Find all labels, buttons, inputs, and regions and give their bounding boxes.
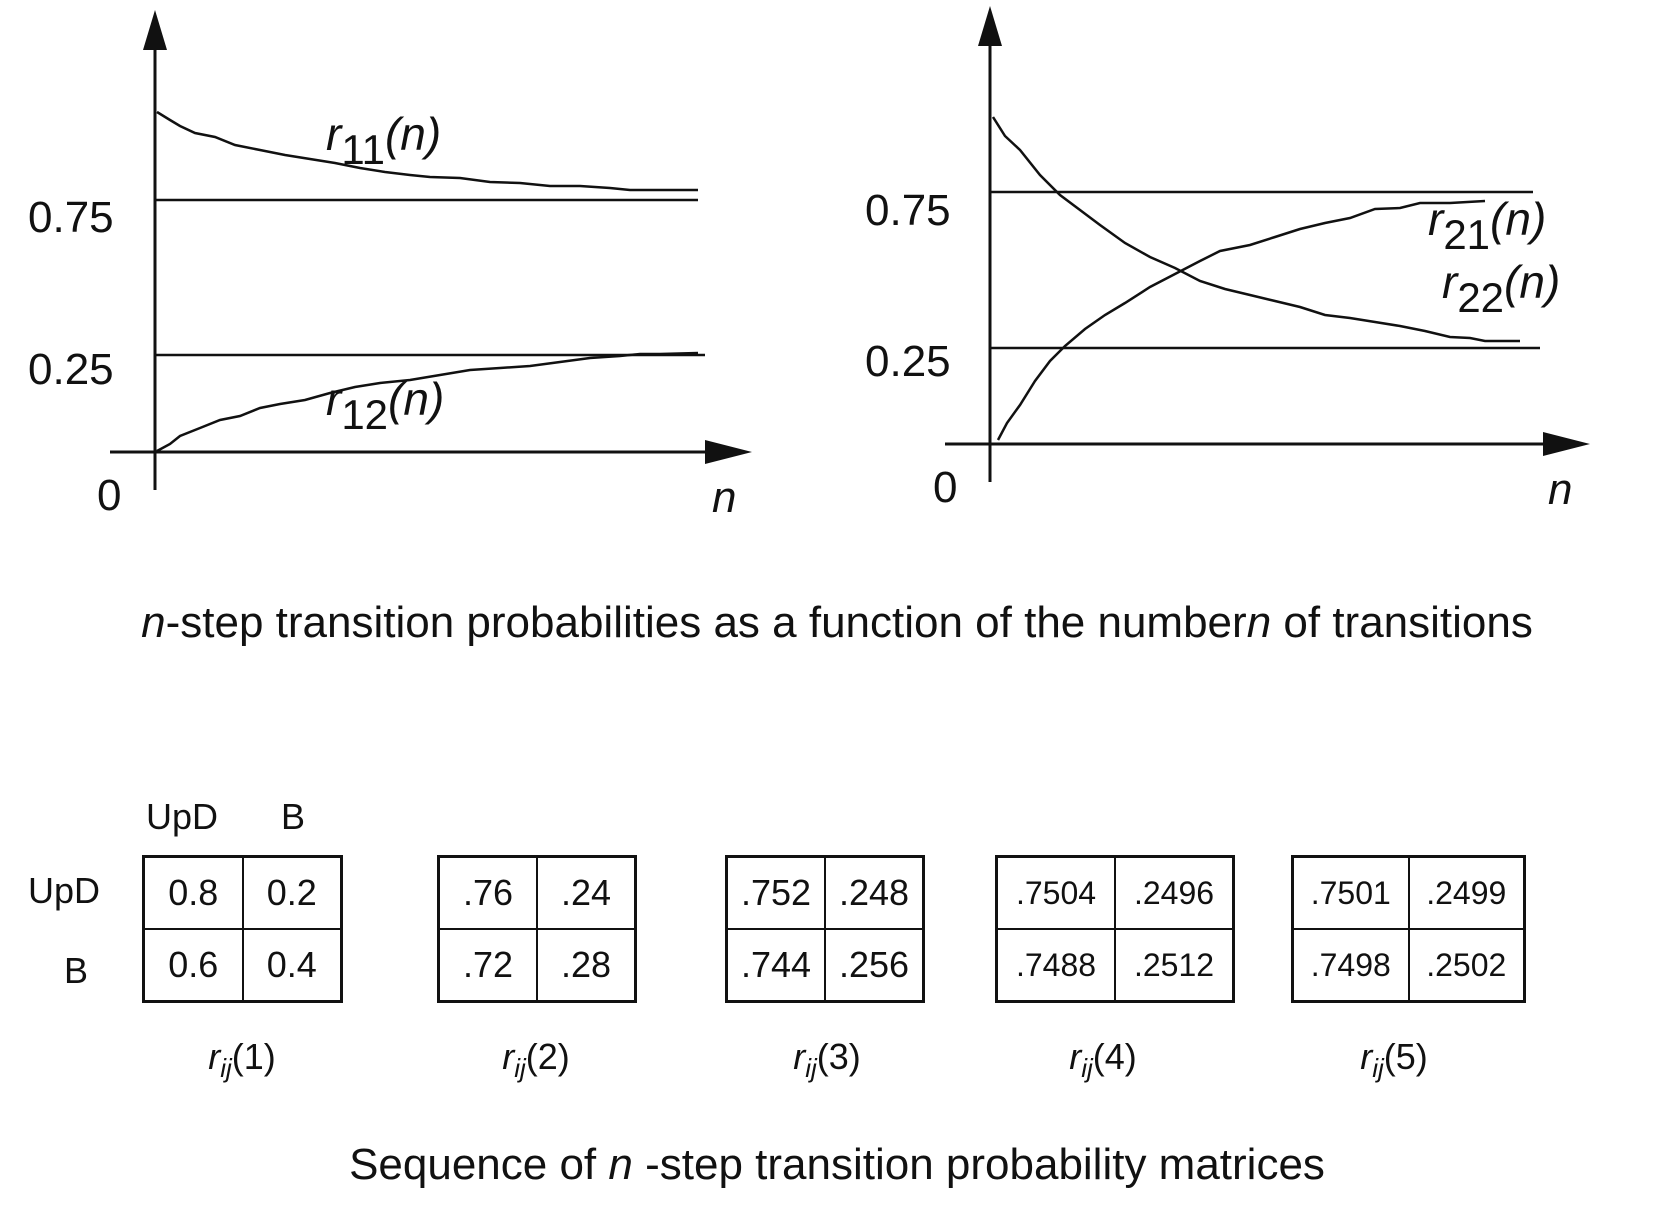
matrix-3-label-base: r <box>793 1036 806 1077</box>
row-header-upd: UpD <box>28 870 101 911</box>
right-x-arrow <box>1543 432 1590 456</box>
col-header-b: B <box>281 796 306 837</box>
matrix-3-cell-11: .752 <box>728 858 826 930</box>
matrix-2-cell-12: .24 <box>536 858 634 930</box>
matrix-2-cell-21: .72 <box>440 928 538 1000</box>
label-r22: r22(n) <box>1442 256 1560 321</box>
caption-bottom-suffix: -step transition probability matrices <box>632 1140 1325 1189</box>
matrix-3-label: rij(3) <box>727 1036 927 1084</box>
matrix-3-cell-21: .744 <box>728 928 826 1000</box>
matrix-2-label-base: r <box>502 1036 515 1077</box>
caption-bottom-var: n <box>608 1140 633 1189</box>
matrix-5-label: rij(5) <box>1294 1036 1494 1084</box>
caption-top-prefix: n <box>141 598 166 647</box>
caption-top: n-step transition probabilities as a fun… <box>0 598 1674 648</box>
matrix-1: 0.8 0.2 0.6 0.4 <box>142 855 343 1003</box>
r11-base: r <box>326 108 343 160</box>
matrix-1-cell-22: 0.4 <box>241 928 340 1000</box>
label-r12: r12(n) <box>326 373 444 438</box>
right-y-arrow <box>978 6 1002 46</box>
plots-canvas: 0.75 0.25 0 n r11(n) r12(n) 0.75 0.25 0 … <box>28 6 1590 522</box>
right-plot: 0.75 0.25 0 n r21(n) r22(n) <box>865 6 1590 514</box>
r12-arg: (n) <box>388 373 444 425</box>
right-curve-r22 <box>991 116 1520 343</box>
caption-bottom: Sequence of n -step transition probabili… <box>0 1140 1674 1190</box>
matrix-1-cell-21: 0.6 <box>145 928 244 1000</box>
col-header-upd: UpD <box>146 796 219 837</box>
matrix-4-cell-22: .2512 <box>1114 928 1232 1000</box>
right-tick-025: 0.25 <box>865 337 951 386</box>
r22-base: r <box>1442 256 1459 308</box>
r21-base: r <box>1428 193 1445 245</box>
left-curve-r12 <box>156 351 699 453</box>
matrix-2-label-sub: ij <box>514 1053 526 1083</box>
right-x-label: n <box>1548 465 1572 514</box>
matrix-2-cell-11: .76 <box>440 858 538 930</box>
r11-arg: (n) <box>385 108 441 160</box>
r21-sub: 21 <box>1443 211 1490 258</box>
matrix-5-cell-12: .2499 <box>1407 858 1523 930</box>
matrix-1-label-sub: ij <box>220 1053 232 1083</box>
matrix-5-label-arg: (5) <box>1383 1036 1428 1077</box>
matrix-3: .752 .248 .744 .256 <box>725 855 925 1003</box>
matrix-2-label: rij(2) <box>436 1036 636 1084</box>
matrix-4-label-base: r <box>1069 1036 1082 1077</box>
matrix-4: .7504 .2496 .7488 .2512 <box>995 855 1235 1003</box>
caption-bottom-text: Sequence of <box>349 1140 609 1189</box>
matrix-1-label-base: r <box>208 1036 221 1077</box>
left-x-label: n <box>712 473 736 522</box>
matrix-5-cell-21: .7498 <box>1294 928 1410 1000</box>
matrix-4-cell-11: .7504 <box>998 858 1116 930</box>
left-x-arrow <box>705 440 752 464</box>
left-curve-r11 <box>156 110 698 192</box>
matrix-1-label: rij(1) <box>142 1036 342 1084</box>
matrix-4-cell-12: .2496 <box>1114 858 1232 930</box>
matrix-2-label-arg: (2) <box>525 1036 570 1077</box>
matrix-2: .76 .24 .72 .28 <box>437 855 637 1003</box>
caption-top-text: -step transition probabilities as a func… <box>165 598 1247 647</box>
label-r21: r21(n) <box>1428 193 1546 258</box>
left-y-arrow <box>143 10 167 50</box>
matrix-4-label-sub: ij <box>1081 1053 1093 1083</box>
matrix-3-label-sub: ij <box>805 1053 817 1083</box>
matrix-4-cell-21: .7488 <box>998 928 1116 1000</box>
r11-sub: 11 <box>341 126 385 173</box>
left-origin-label: 0 <box>97 471 121 520</box>
left-tick-025: 0.25 <box>28 345 114 394</box>
right-origin-label: 0 <box>933 463 957 512</box>
matrix-3-label-arg: (3) <box>816 1036 861 1077</box>
r22-sub: 22 <box>1457 274 1504 321</box>
left-tick-075: 0.75 <box>28 193 114 242</box>
r12-base: r <box>326 373 343 425</box>
r21-arg: (n) <box>1490 193 1546 245</box>
matrix-4-label-arg: (4) <box>1092 1036 1137 1077</box>
caption-top-var: n <box>1246 598 1272 647</box>
caption-top-suffix: of transitions <box>1271 598 1533 647</box>
r12-sub: 12 <box>341 391 388 438</box>
matrix-5: .7501 .2499 .7498 .2502 <box>1291 855 1526 1003</box>
matrix-5-label-base: r <box>1360 1036 1373 1077</box>
matrix-3-cell-22: .256 <box>824 928 922 1000</box>
matrix-5-label-sub: ij <box>1372 1053 1384 1083</box>
right-tick-075: 0.75 <box>865 186 951 235</box>
r22-arg: (n) <box>1504 256 1560 308</box>
matrix-5-cell-11: .7501 <box>1294 858 1410 930</box>
label-r11: r11(n) <box>326 108 441 173</box>
matrix-1-cell-12: 0.2 <box>241 858 340 930</box>
left-plot: 0.75 0.25 0 n r11(n) r12(n) <box>28 10 752 522</box>
matrix-2-cell-22: .28 <box>536 928 634 1000</box>
matrix-3-cell-12: .248 <box>824 858 922 930</box>
right-curve-r21 <box>996 199 1486 441</box>
matrix-1-label-arg: (1) <box>231 1036 276 1077</box>
matrix-4-label: rij(4) <box>1003 1036 1203 1084</box>
row-header-b: B <box>64 950 89 991</box>
matrix-5-cell-22: .2502 <box>1407 928 1523 1000</box>
matrix-1-cell-11: 0.8 <box>145 858 244 930</box>
